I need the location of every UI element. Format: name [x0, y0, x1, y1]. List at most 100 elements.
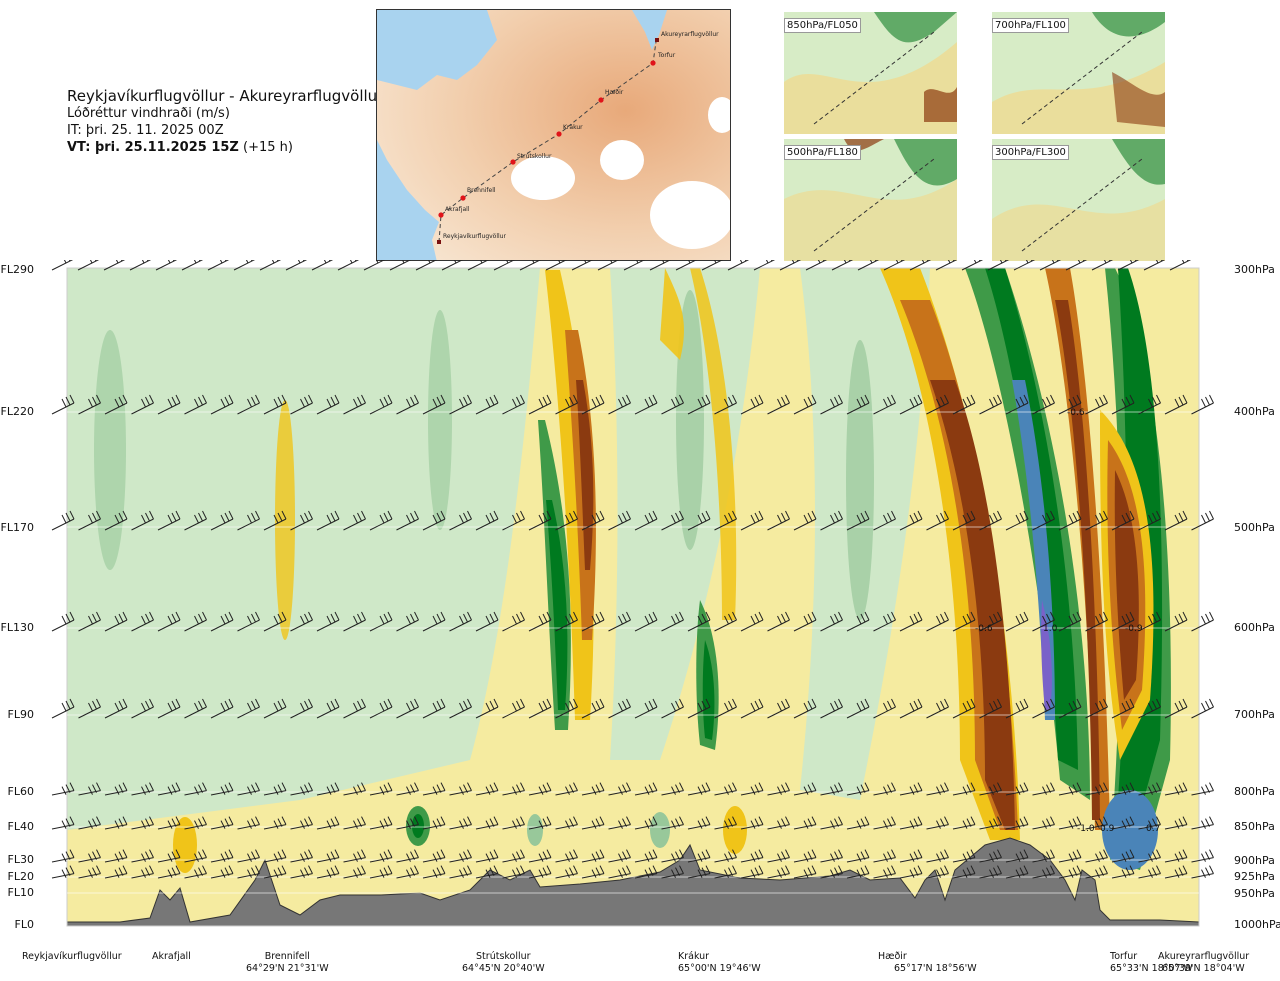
- wind-barb: [210, 849, 234, 863]
- wind-barb: [1039, 260, 1062, 271]
- thumbnail-700hpa-image: [992, 12, 1165, 134]
- wind-barb: [263, 611, 287, 632]
- wind-barb: [316, 394, 340, 415]
- location-label: Brennifell 64°29'N 21°31'W: [246, 951, 329, 974]
- thumbnail-500hpa[interactable]: 500hPa/FL180: [784, 139, 957, 261]
- wind-barb: [952, 865, 976, 879]
- wind-barb: [581, 394, 605, 415]
- wind-barb: [493, 260, 516, 271]
- wind-barb: [1058, 394, 1082, 415]
- wind-barb: [78, 849, 101, 863]
- wind-barb: [701, 260, 724, 271]
- wind-barb: [1013, 260, 1036, 271]
- wind-barb: [1005, 816, 1029, 830]
- wind-barb: [555, 510, 578, 531]
- wind-barb: [831, 260, 854, 271]
- wind-barb: [634, 865, 658, 879]
- wind-barb: [131, 782, 154, 796]
- wind-barb: [1058, 865, 1082, 879]
- wind-barb: [316, 698, 340, 719]
- wind-barb: [1032, 394, 1055, 415]
- wind-barb: [661, 865, 684, 879]
- wind-barb: [793, 782, 817, 796]
- wind-barb: [1164, 782, 1188, 796]
- wind-barb: [952, 816, 976, 830]
- wind-barb: [846, 865, 870, 879]
- wind-barb: [210, 698, 234, 719]
- y-tick-right: 600hPa: [1234, 621, 1275, 634]
- map-label-reykjavik: Reykjavíkurflugvöllur: [443, 233, 506, 240]
- wind-barb: [263, 394, 287, 415]
- wind-barb: [51, 865, 75, 879]
- wind-barb: [634, 698, 658, 719]
- wind-barb: [846, 510, 870, 531]
- wind-barb: [846, 816, 870, 830]
- wind-barb: [103, 260, 126, 271]
- wind-barb: [581, 698, 605, 719]
- wind-barb: [502, 782, 525, 796]
- wind-barb: [104, 698, 128, 719]
- wind-barb: [104, 394, 128, 415]
- wind-barb: [1005, 394, 1029, 415]
- wind-barb: [104, 611, 128, 632]
- wind-barb: [237, 698, 260, 719]
- wind-barb: [502, 816, 525, 830]
- thumbnail-850hpa[interactable]: 850hPa/FL050: [784, 12, 957, 134]
- location-label: Akrafjall: [152, 951, 191, 962]
- wind-barb: [820, 782, 843, 796]
- wind-barb: [597, 260, 620, 271]
- location-label: Torfur 65°33'N 18°07'W: [1110, 951, 1193, 974]
- wind-barb: [528, 611, 552, 632]
- wind-barb: [581, 611, 605, 632]
- thumbnail-300hpa[interactable]: 300hPa/FL300: [992, 139, 1165, 261]
- wind-barb: [422, 698, 446, 719]
- wind-barb: [899, 611, 923, 632]
- wind-barb: [1005, 698, 1029, 719]
- wind-barb: [608, 510, 631, 531]
- y-tick-right: 925hPa: [1234, 870, 1275, 883]
- wind-barb: [1058, 782, 1082, 796]
- wind-barb: [263, 782, 287, 796]
- wind-barb: [51, 849, 75, 863]
- wind-barb: [263, 816, 287, 830]
- wind-barb: [608, 865, 631, 879]
- wind-barb: [210, 394, 234, 415]
- wind-barb: [475, 394, 499, 415]
- wind-barb: [608, 849, 631, 863]
- wind-barb: [237, 816, 260, 830]
- wind-barb: [581, 816, 605, 830]
- wind-barb: [396, 611, 419, 632]
- contour-labels: -0.6 -0.6 1.0 -0.9 -1.0 0.9 0.7: [975, 408, 1160, 834]
- wind-barb: [131, 865, 154, 879]
- wind-barb: [767, 611, 790, 632]
- wind-barb: [1032, 510, 1055, 531]
- contour-label: 0.7: [1146, 824, 1160, 834]
- wind-barb: [767, 865, 790, 879]
- wind-barb: [449, 816, 472, 830]
- wind-barb: [157, 782, 181, 796]
- map-label-strutskollur: Strútskollur: [517, 153, 552, 160]
- wind-barb: [131, 611, 154, 632]
- wind-barb: [78, 698, 101, 719]
- wind-barb: [343, 510, 366, 531]
- location-label: Hæðir 65°17'N 18°56'W: [878, 951, 977, 974]
- wind-barb: [415, 260, 438, 271]
- contour-label: -0.9: [1125, 624, 1143, 634]
- wind-barb: [767, 816, 790, 830]
- wind-barb: [740, 510, 764, 531]
- wind-barb: [184, 698, 207, 719]
- wind-barb: [467, 260, 490, 271]
- wind-barb: [184, 510, 207, 531]
- wind-barb: [1191, 865, 1214, 879]
- wind-barb: [661, 611, 684, 632]
- thumbnail-700hpa[interactable]: 700hPa/FL100: [992, 12, 1165, 134]
- wind-barb: [767, 849, 790, 863]
- wind-barb: [157, 611, 181, 632]
- wind-barb: [343, 698, 366, 719]
- wind-barb: [926, 611, 949, 632]
- wind-barb: [1005, 849, 1029, 863]
- wind-barb: [519, 260, 542, 271]
- wind-barb: [502, 510, 525, 531]
- wind-barb: [1191, 611, 1214, 632]
- wind-barb: [873, 849, 896, 863]
